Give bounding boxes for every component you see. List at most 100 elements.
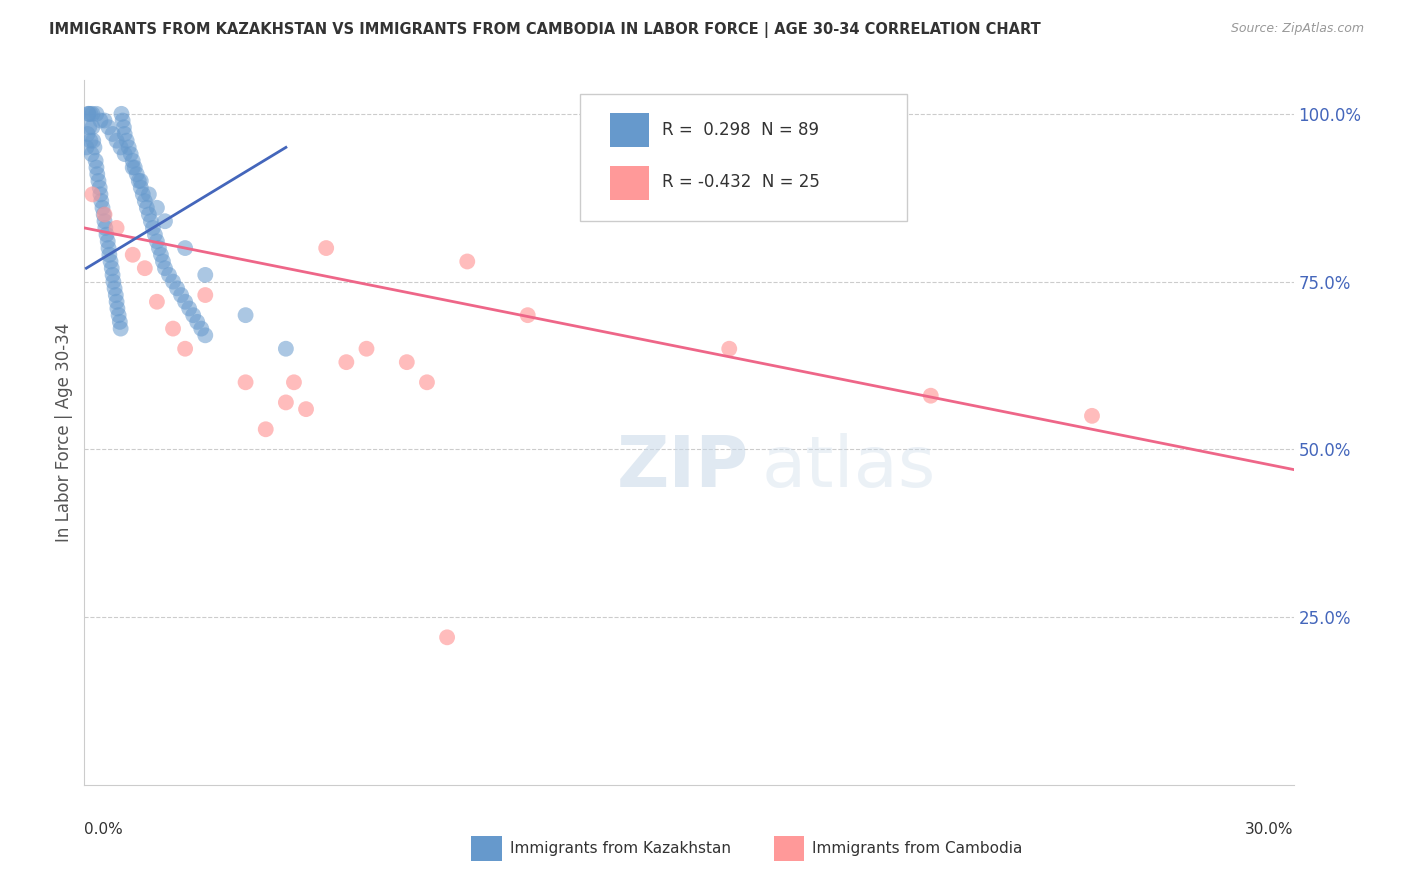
Point: [135, 201, 157, 215]
Point: [97, 120, 120, 135]
Bar: [471, 836, 502, 861]
Text: Immigrants from Cambodia: Immigrants from Cambodia: [813, 841, 1022, 856]
Point: [166, 281, 188, 295]
Point: [121, 161, 143, 175]
Point: [104, 281, 127, 295]
Point: [456, 254, 478, 268]
Point: [194, 328, 217, 343]
Point: [86, 107, 108, 121]
Y-axis label: In Labor Force | Age 30-34: In Labor Force | Age 30-34: [55, 323, 73, 542]
Bar: [773, 836, 804, 861]
Point: [174, 294, 197, 309]
Point: [170, 288, 193, 302]
Point: [91, 201, 114, 215]
Point: [89, 113, 111, 128]
Point: [153, 214, 176, 228]
Point: [139, 214, 162, 228]
Point: [153, 261, 176, 276]
Point: [101, 127, 124, 141]
Point: [82, 107, 104, 121]
Point: [101, 268, 124, 282]
Point: [118, 140, 141, 154]
Point: [80, 147, 103, 161]
Point: [110, 321, 132, 335]
Point: [84, 153, 107, 168]
Point: [82, 134, 104, 148]
Point: [129, 180, 152, 194]
Point: [235, 376, 257, 390]
Point: [83, 140, 105, 154]
Point: [356, 342, 378, 356]
Point: [132, 187, 155, 202]
Point: [114, 147, 136, 161]
Point: [93, 214, 115, 228]
Point: [87, 174, 110, 188]
Point: [90, 194, 112, 208]
Point: [295, 402, 318, 417]
Point: [114, 127, 136, 141]
Point: [75, 140, 97, 154]
Point: [124, 161, 146, 175]
Text: 0.0%: 0.0%: [84, 822, 124, 838]
Point: [283, 376, 305, 390]
Point: [107, 308, 129, 322]
Point: [128, 174, 150, 188]
Point: [105, 221, 128, 235]
Text: ZIP: ZIP: [617, 434, 749, 502]
Text: R =  0.298  N = 89: R = 0.298 N = 89: [662, 120, 820, 138]
Point: [107, 301, 129, 316]
Point: [82, 187, 104, 202]
FancyBboxPatch shape: [581, 95, 907, 221]
Point: [120, 147, 142, 161]
Point: [105, 134, 128, 148]
Point: [149, 248, 172, 262]
Point: [89, 187, 111, 202]
Text: atlas: atlas: [762, 434, 936, 502]
Point: [516, 308, 538, 322]
Point: [162, 275, 184, 289]
Point: [86, 161, 108, 175]
Point: [79, 134, 101, 148]
Point: [100, 254, 122, 268]
Point: [97, 235, 120, 249]
Point: [103, 275, 125, 289]
Point: [335, 355, 357, 369]
Point: [194, 288, 217, 302]
Point: [162, 321, 184, 335]
Text: Source: ZipAtlas.com: Source: ZipAtlas.com: [1230, 22, 1364, 36]
Point: [108, 315, 131, 329]
Point: [179, 301, 201, 316]
Point: [105, 294, 128, 309]
Point: [254, 422, 277, 436]
Point: [436, 630, 458, 644]
Point: [134, 194, 156, 208]
Text: IMMIGRANTS FROM KAZAKHSTAN VS IMMIGRANTS FROM CAMBODIA IN LABOR FORCE | AGE 30-3: IMMIGRANTS FROM KAZAKHSTAN VS IMMIGRANTS…: [49, 22, 1040, 38]
Point: [100, 261, 122, 276]
Point: [93, 207, 115, 221]
Point: [79, 107, 101, 121]
Point: [152, 254, 174, 268]
Point: [125, 167, 148, 181]
Point: [143, 227, 166, 242]
Text: 30.0%: 30.0%: [1246, 822, 1294, 838]
Point: [146, 235, 169, 249]
Point: [416, 376, 439, 390]
Point: [174, 342, 197, 356]
Point: [148, 241, 170, 255]
Point: [1081, 409, 1104, 423]
Text: Immigrants from Kazakhstan: Immigrants from Kazakhstan: [510, 841, 731, 856]
Point: [315, 241, 337, 255]
Point: [76, 127, 98, 141]
Point: [274, 395, 297, 409]
Point: [920, 389, 942, 403]
Point: [142, 221, 165, 235]
Point: [186, 315, 208, 329]
Point: [77, 107, 100, 121]
Point: [104, 288, 127, 302]
Point: [181, 308, 204, 322]
Point: [235, 308, 257, 322]
Point: [96, 227, 118, 242]
Point: [94, 221, 117, 235]
Point: [111, 113, 134, 128]
Point: [110, 140, 132, 154]
